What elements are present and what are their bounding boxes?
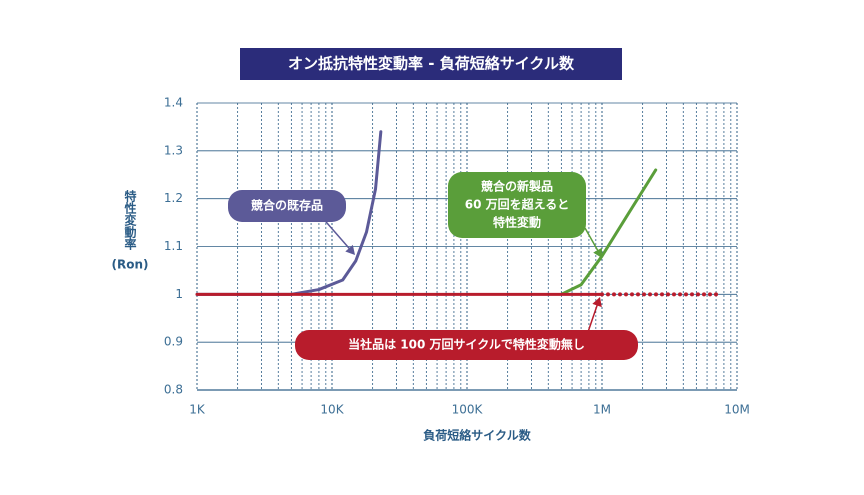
- callout-text: 競合の新製品: [481, 179, 553, 194]
- x-tick-label: 10K: [320, 403, 344, 417]
- x-tick-label: 100K: [452, 403, 484, 417]
- callout-box: [295, 330, 638, 360]
- callout-arrowhead: [592, 297, 602, 308]
- y-tick-label: 1.2: [164, 191, 183, 205]
- callout-box: [228, 190, 346, 222]
- y-axis-title: 特性変動率: [123, 189, 137, 251]
- callout-arrowhead: [345, 244, 355, 255]
- y-tick-label: 1.3: [164, 143, 183, 157]
- y-tick-label: 1.4: [164, 96, 183, 110]
- x-tick-label: 10M: [724, 403, 750, 417]
- title-box: [240, 48, 622, 80]
- chart-title: オン抵抗特性変動率 - 負荷短絡サイクル数: [288, 55, 575, 73]
- callout-arrow: [584, 227, 600, 254]
- callout-text: 60 万回を超えると: [465, 197, 570, 212]
- callout-text: 当社品は 100 万回サイクルで特性変動無し: [348, 337, 585, 352]
- y-tick-label: 0.8: [164, 383, 183, 397]
- y-tick-label: 1: [175, 287, 183, 301]
- x-tick-label: 1M: [593, 403, 611, 417]
- callout-arrow: [587, 302, 599, 333]
- callout-text: 競合の既存品: [251, 198, 323, 213]
- y-axis-unit: (Ron): [112, 258, 149, 272]
- y-tick-label: 0.9: [164, 335, 183, 349]
- callout-box: [448, 172, 586, 238]
- x-axis-title: 負荷短絡サイクル数: [423, 428, 531, 443]
- series-line: [559, 168, 658, 296]
- x-tick-label: 1K: [189, 403, 206, 417]
- callout-text: 特性変動: [493, 215, 541, 230]
- callout-arrowhead: [593, 247, 602, 258]
- y-tick-label: 1.1: [164, 239, 183, 253]
